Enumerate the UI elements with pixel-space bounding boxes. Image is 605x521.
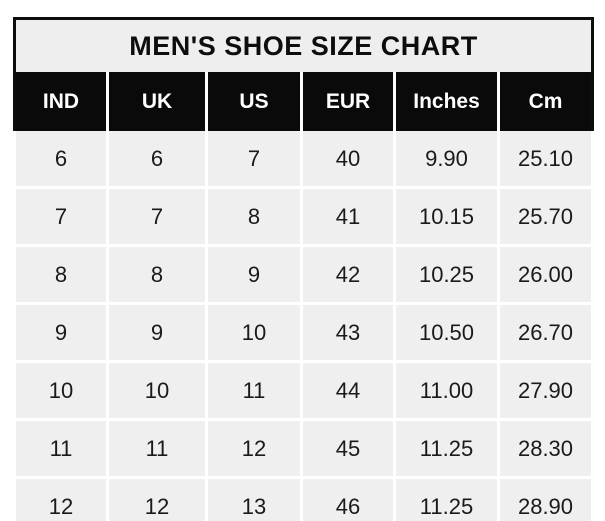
table-row: 8 8 9 42 10.25 26.00 — [13, 244, 595, 305]
table-cell: 10.25 — [393, 244, 500, 305]
table-cell: 12 — [106, 476, 208, 521]
table-cell: 13 — [205, 476, 303, 521]
table-cell: 11.25 — [393, 418, 500, 479]
table-cell: 44 — [300, 360, 396, 421]
table-cell: 10 — [106, 360, 208, 421]
table-cell: 12 — [13, 476, 109, 521]
table-row: 11 11 12 45 11.25 28.30 — [13, 418, 595, 479]
table-row: 10 10 11 44 11.00 27.90 — [13, 360, 595, 421]
shoe-size-chart-table: MEN'S SHOE SIZE CHART IND UK US EUR Inches Cm… — [12, 17, 595, 521]
table-body: 6 6 7 40 9.90 25.10 7 7 8 41 10.15 25.70 8 8 9 42 10.25 2… — [13, 131, 595, 521]
table-cell: 46 — [300, 476, 396, 521]
table-cell: 11 — [13, 418, 109, 479]
table-cell: 8 — [106, 244, 208, 305]
table-row: 12 12 13 46 11.25 28.90 — [13, 476, 595, 521]
table-row: 6 6 7 40 9.90 25.10 — [13, 131, 595, 189]
table-cell: 9 — [106, 302, 208, 363]
table-cell: 8 — [205, 186, 303, 247]
table-cell: 27.90 — [496, 360, 595, 421]
table-cell: 25.10 — [496, 131, 595, 189]
column-header-uk: UK — [106, 72, 208, 131]
table-cell: 40 — [300, 131, 396, 189]
table-cell: 6 — [106, 131, 208, 189]
table-cell: 11.25 — [393, 476, 500, 521]
table-row: 7 7 8 41 10.15 25.70 — [13, 186, 595, 247]
table-cell: 6 — [13, 131, 109, 189]
table-cell: 12 — [205, 418, 303, 479]
table-cell: 9 — [13, 302, 109, 363]
table-cell: 11.00 — [393, 360, 500, 421]
table-cell: 26.70 — [496, 302, 595, 363]
table-cell: 11 — [106, 418, 208, 479]
table-cell: 26.00 — [496, 244, 595, 305]
table-cell: 25.70 — [496, 186, 595, 247]
column-header-ind: IND — [13, 72, 109, 131]
header-row: IND UK US EUR Inches Cm — [13, 72, 595, 131]
table-cell: 28.30 — [496, 418, 595, 479]
table-cell: 7 — [106, 186, 208, 247]
table-row: 9 9 10 43 10.50 26.70 — [13, 302, 595, 363]
table-cell: 10 — [205, 302, 303, 363]
table-cell: 43 — [300, 302, 396, 363]
table-cell: 45 — [300, 418, 396, 479]
table-cell: 11 — [205, 360, 303, 421]
table-cell: 9.90 — [393, 131, 500, 189]
title-row: MEN'S SHOE SIZE CHART — [12, 17, 595, 72]
column-header-cm: Cm — [496, 72, 595, 131]
table-cell: 28.90 — [496, 476, 595, 521]
table-cell: 9 — [205, 244, 303, 305]
table-cell: 42 — [300, 244, 396, 305]
column-header-eur: EUR — [300, 72, 396, 131]
table-cell: 10 — [13, 360, 109, 421]
table-cell: 8 — [13, 244, 109, 305]
table-cell: 7 — [205, 131, 303, 189]
chart-title: MEN'S SHOE SIZE CHART — [12, 17, 595, 72]
column-header-inches: Inches — [393, 72, 500, 131]
table-cell: 41 — [300, 186, 396, 247]
table-cell: 7 — [13, 186, 109, 247]
table-cell: 10.15 — [393, 186, 500, 247]
table-cell: 10.50 — [393, 302, 500, 363]
column-header-us: US — [205, 72, 303, 131]
